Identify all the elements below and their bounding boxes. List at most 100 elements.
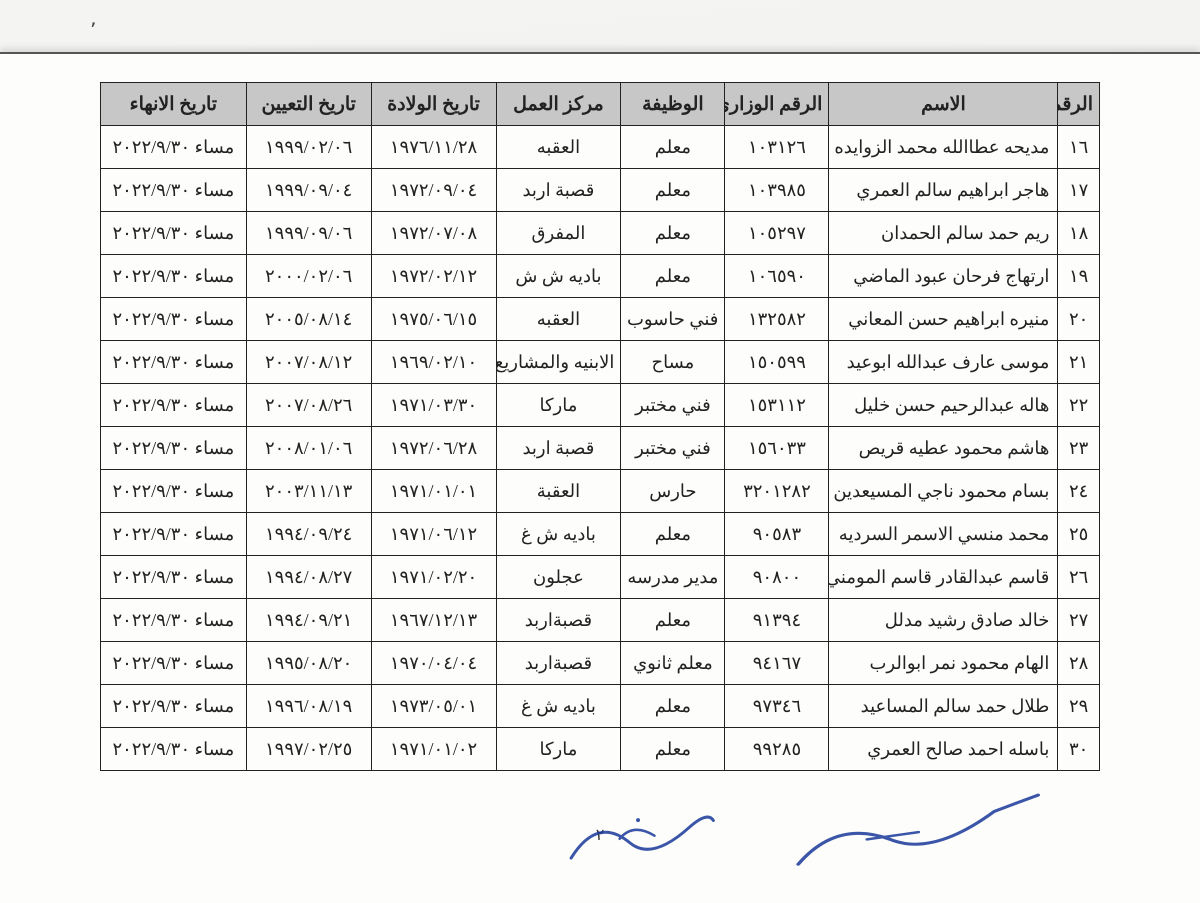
cell-num: ٣٠ [1058,728,1100,771]
cell-dob: ١٩٧٢/٠٩/٠٤ [371,169,496,212]
cell-work_center: المفرق [496,212,621,255]
cell-end_date: مساء ٢٠٢٢/٩/٣٠ [101,255,247,298]
table-row: ٢٠منيره ابراهيم حسن المعاني١٣٢٥٨٢فني حاس… [101,298,1100,341]
cell-num: ١٨ [1058,212,1100,255]
cell-name: هاجر ابراهيم سالم العمري [829,169,1058,212]
cell-ministry_no: ٣٢٠١٢٨٢ [725,470,829,513]
cell-ministry_no: ١٥٣١١٢ [725,384,829,427]
cell-num: ٢٥ [1058,513,1100,556]
cell-num: ٢١ [1058,341,1100,384]
cell-job: معلم [621,212,725,255]
table-row: ٢٤بسام محمود ناجي المسيعدين٣٢٠١٢٨٢حارسال… [101,470,1100,513]
employees-table: الرقم الاسم الرقم الوزاري الوظيفة مركز ا… [100,82,1100,771]
table-wrapper: الرقم الاسم الرقم الوزاري الوظيفة مركز ا… [0,82,1200,771]
cell-num: ١٧ [1058,169,1100,212]
cell-dob: ١٩٧١/٠١/٠٢ [371,728,496,771]
cell-ministry_no: ١٠٦٥٩٠ [725,255,829,298]
table-header-row: الرقم الاسم الرقم الوزاري الوظيفة مركز ا… [101,83,1100,126]
cell-ministry_no: ١٠٣٩٨٥ [725,169,829,212]
cell-end_date: مساء ٢٠٢٢/٩/٣٠ [101,685,247,728]
cell-ministry_no: ١٠٥٢٩٧ [725,212,829,255]
table-row: ٢٥محمد منسي الاسمر السرديه٩٠٥٨٣معلمباديه… [101,513,1100,556]
cell-end_date: مساء ٢٠٢٢/٩/٣٠ [101,642,247,685]
cell-job: معلم [621,169,725,212]
cell-ministry_no: ٩٠٥٨٣ [725,513,829,556]
cell-dob: ١٩٦٩/٠٢/١٠ [371,341,496,384]
cell-end_date: مساء ٢٠٢٢/٩/٣٠ [101,427,247,470]
cell-ministry_no: ٩٧٣٤٦ [725,685,829,728]
cell-work_center: باديه ش غ [496,513,621,556]
cell-num: ٢٨ [1058,642,1100,685]
cell-end_date: مساء ٢٠٢٢/٩/٣٠ [101,513,247,556]
cell-work_center: العقبه [496,126,621,169]
cell-num: ١٩ [1058,255,1100,298]
cell-end_date: مساء ٢٠٢٢/٩/٣٠ [101,341,247,384]
cell-work_center: ماركا [496,384,621,427]
cell-ministry_no: ١٣٢٥٨٢ [725,298,829,341]
cell-dob: ١٩٦٧/١٢/١٣ [371,599,496,642]
cell-ministry_no: ١٥٦٠٣٣ [725,427,829,470]
table-row: ٢٣هاشم محمود عطيه قريص١٥٦٠٣٣فني مختبرقصب… [101,427,1100,470]
cell-appoint_date: ١٩٩٥/٠٨/٢٠ [246,642,371,685]
cell-name: قاسم عبدالقادر قاسم المومني [829,556,1058,599]
cell-work_center: قصبةاربد [496,642,621,685]
cell-job: فني مختبر [621,427,725,470]
cell-job: معلم [621,255,725,298]
cell-work_center: قصبةاربد [496,599,621,642]
cell-end_date: مساء ٢٠٢٢/٩/٣٠ [101,384,247,427]
cell-name: هاله عبدالرحيم حسن خليل [829,384,1058,427]
table-row: ١٩ارتهاج فرحان عبود الماضي١٠٦٥٩٠معلمبادي… [101,255,1100,298]
col-header-job: الوظيفة [621,83,725,126]
stray-mark: ٬ [90,18,96,43]
cell-name: ريم حمد سالم الحمدان [829,212,1058,255]
cell-work_center: قصبة اربد [496,427,621,470]
cell-end_date: مساء ٢٠٢٢/٩/٣٠ [101,728,247,771]
cell-num: ٢٧ [1058,599,1100,642]
cell-name: محمد منسي الاسمر السرديه [829,513,1058,556]
cell-dob: ١٩٧٢/٠٧/٠٨ [371,212,496,255]
cell-job: حارس [621,470,725,513]
cell-name: بسام محمود ناجي المسيعدين [829,470,1058,513]
cell-appoint_date: ٢٠٠٨/٠١/٠٦ [246,427,371,470]
signature-1 [557,795,723,890]
cell-num: ١٦ [1058,126,1100,169]
cell-appoint_date: ٢٠٠٠/٠٢/٠٦ [246,255,371,298]
cell-job: فني حاسوب [621,298,725,341]
table-row: ٢٧خالد صادق رشيد مدلل٩١٣٩٤معلمقصبةاربد١٩… [101,599,1100,642]
col-header-appoint-date: تاريخ التعيين [246,83,371,126]
cell-end_date: مساء ٢٠٢٢/٩/٣٠ [101,599,247,642]
table-row: ١٧هاجر ابراهيم سالم العمري١٠٣٩٨٥معلمقصبة… [101,169,1100,212]
col-header-dob: تاريخ الولادة [371,83,496,126]
cell-num: ٢٠ [1058,298,1100,341]
cell-ministry_no: ١٠٣١٢٦ [725,126,829,169]
cell-name: خالد صادق رشيد مدلل [829,599,1058,642]
col-header-end-date: تاريخ الانهاء [101,83,247,126]
cell-job: معلم [621,599,725,642]
cell-job: مساح [621,341,725,384]
cell-dob: ١٩٧٥/٠٦/١٥ [371,298,496,341]
cell-work_center: الابنيه والمشاريع [496,341,621,384]
cell-appoint_date: ١٩٩٧/٠٢/٢٥ [246,728,371,771]
cell-job: فني مختبر [621,384,725,427]
cell-name: هاشم محمود عطيه قريص [829,427,1058,470]
cell-dob: ١٩٧١/٠٣/٣٠ [371,384,496,427]
cell-dob: ١٩٧٦/١١/٢٨ [371,126,496,169]
cell-num: ٢٤ [1058,470,1100,513]
cell-work_center: باديه ش ش [496,255,621,298]
cell-num: ٢٩ [1058,685,1100,728]
cell-appoint_date: ١٩٩٤/٠٨/٢٧ [246,556,371,599]
cell-dob: ١٩٧٢/٠٢/١٢ [371,255,496,298]
document-sheet: الرقم الاسم الرقم الوزاري الوظيفة مركز ا… [0,52,1200,903]
cell-end_date: مساء ٢٠٢٢/٩/٣٠ [101,169,247,212]
cell-appoint_date: ٢٠٠٣/١١/١٣ [246,470,371,513]
cell-work_center: العقبة [496,470,621,513]
cell-num: ٢٢ [1058,384,1100,427]
table-row: ٢١موسى عارف عبدالله ابوعيد١٥٠٥٩٩مساحالاب… [101,341,1100,384]
table-row: ١٨ريم حمد سالم الحمدان١٠٥٢٩٧معلمالمفرق١٩… [101,212,1100,255]
signature-2 [786,784,1055,900]
cell-appoint_date: ١٩٩٩/٠٩/٠٦ [246,212,371,255]
cell-appoint_date: ١٩٩٤/٠٩/٢٤ [246,513,371,556]
scanned-page: ٬ الرقم الاسم الرقم الوزاري الوظيفة مركز… [0,0,1200,903]
cell-dob: ١٩٧٠/٠٤/٠٤ [371,642,496,685]
cell-ministry_no: ٩٩٢٨٥ [725,728,829,771]
